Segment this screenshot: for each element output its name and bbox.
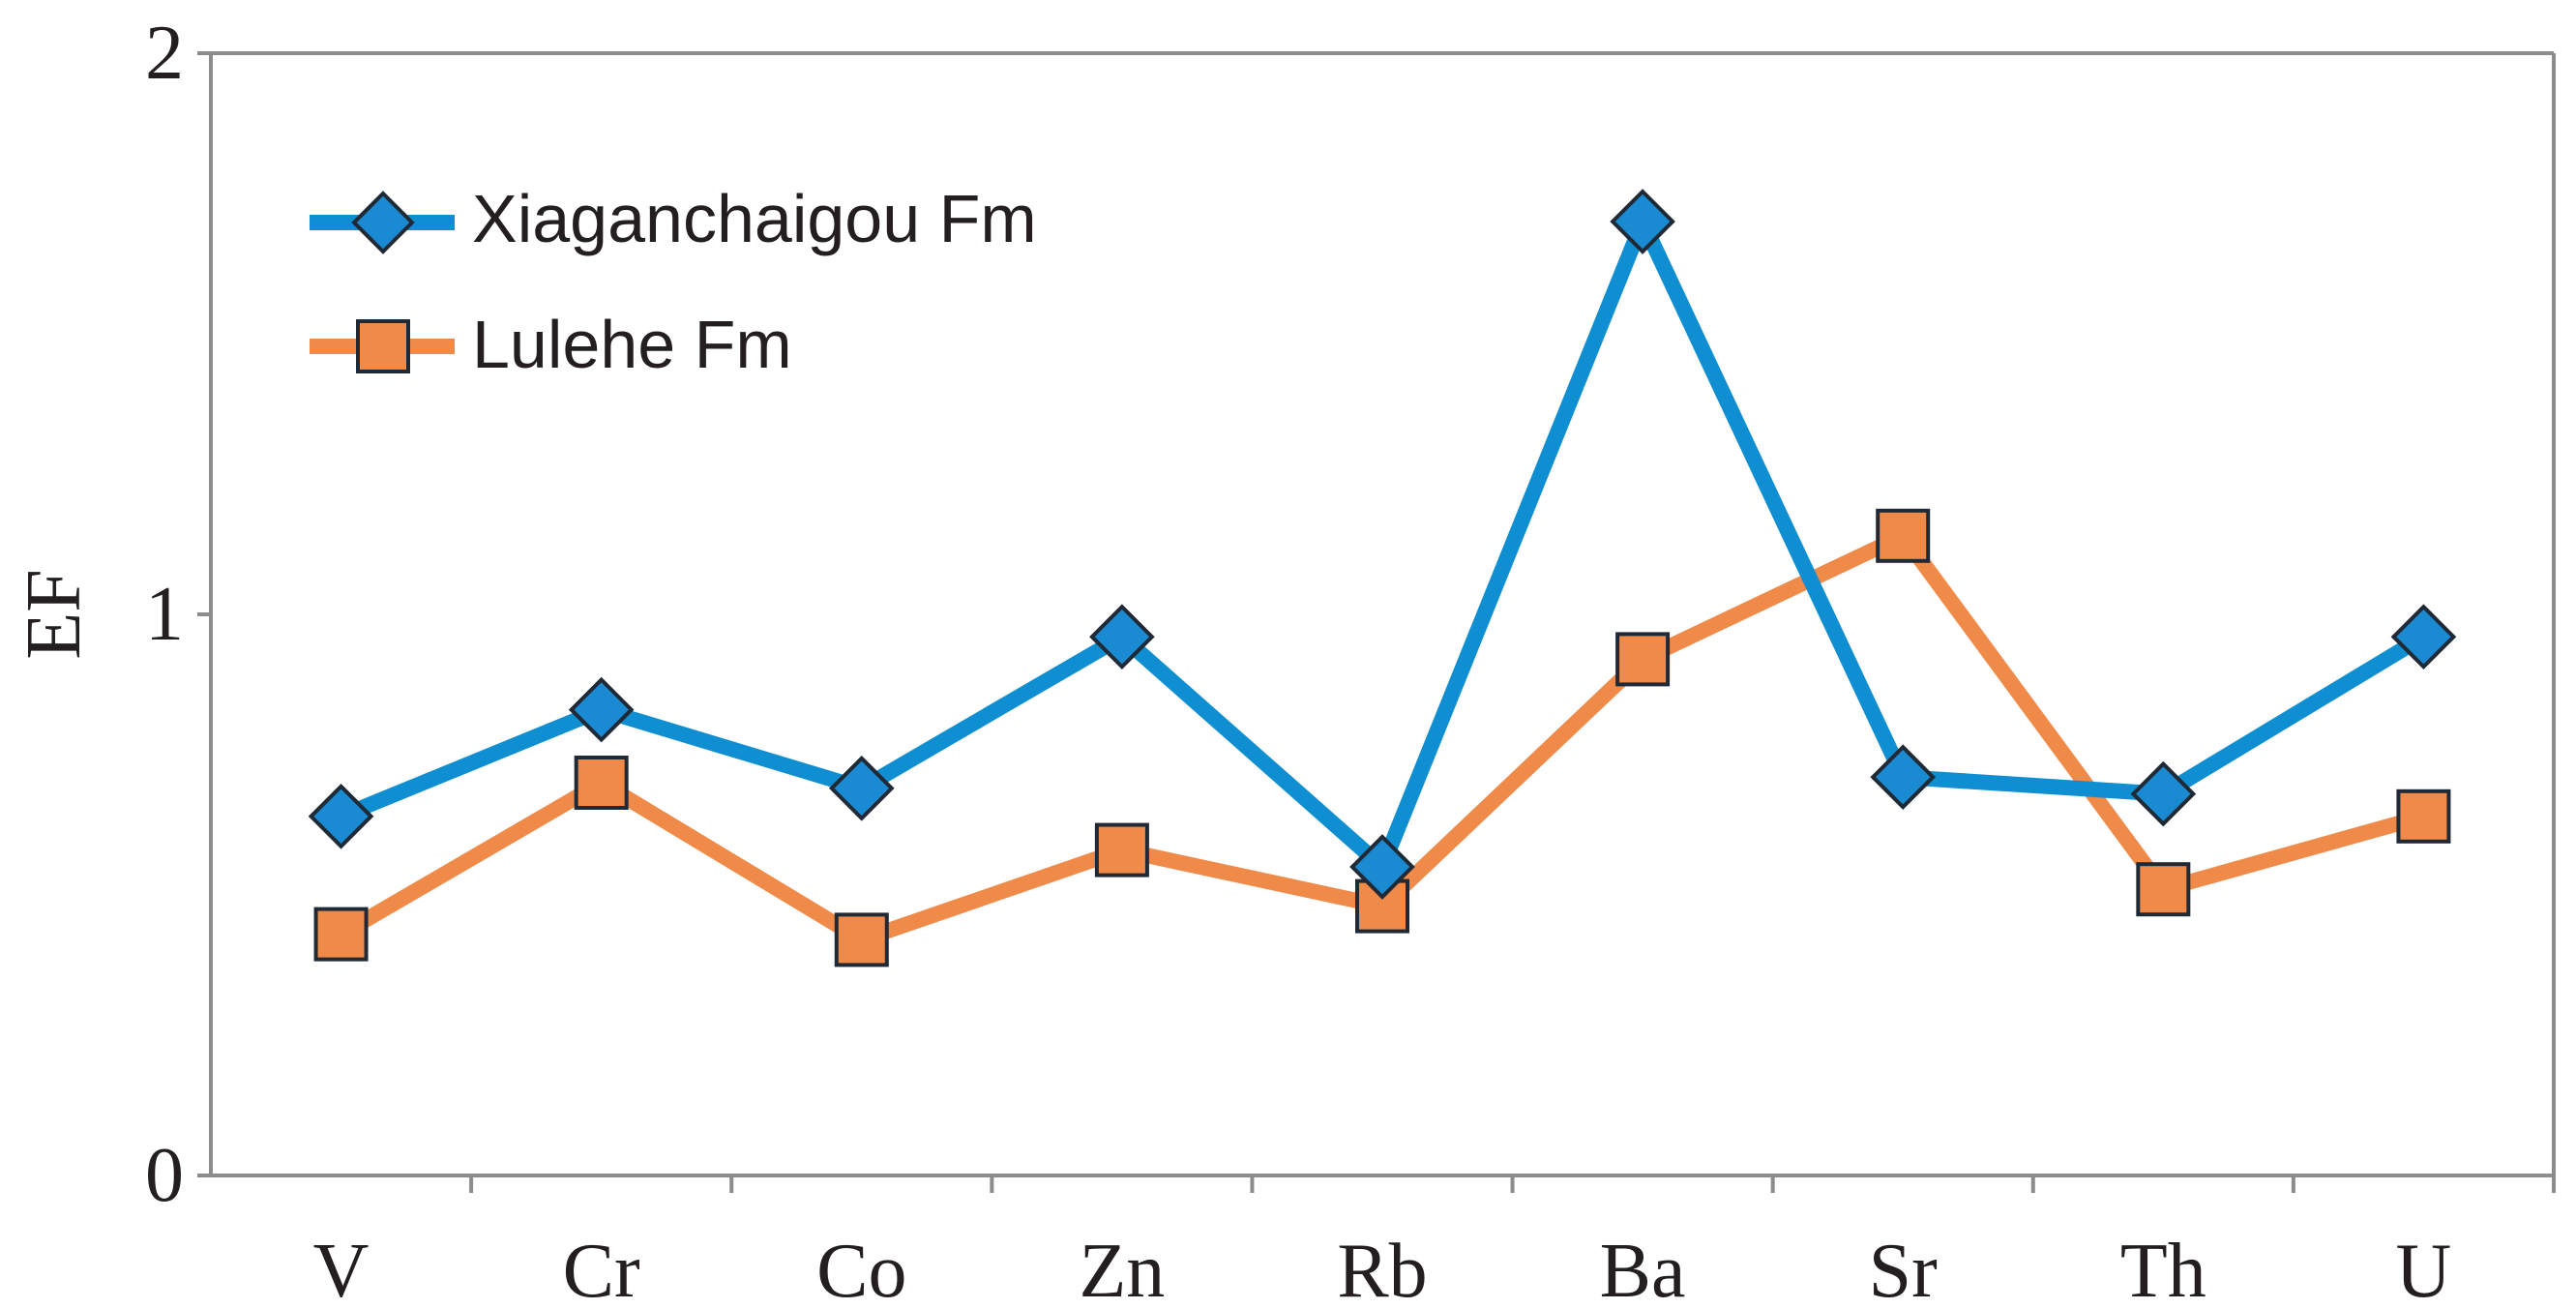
legend-item-xiaganchaigou: Xiaganchaigou Fm (310, 181, 1037, 256)
legend: Xiaganchaigou Fm Lulehe Fm (310, 181, 1037, 382)
data-point-square (574, 756, 629, 810)
data-point-square (313, 907, 369, 962)
y-tick-label: 1 (145, 572, 184, 657)
x-tick-label: U (2396, 1229, 2452, 1309)
legend-label-lulehe: Lulehe Fm (472, 307, 792, 382)
data-point-diamond (568, 676, 635, 743)
x-tick-label: Cr (563, 1229, 640, 1309)
x-tick-label: Sr (1869, 1229, 1938, 1309)
x-tick-label: Th (2120, 1229, 2206, 1309)
data-point-diamond (308, 783, 374, 849)
legend-item-lulehe: Lulehe Fm (310, 307, 792, 382)
data-point-square (1876, 508, 1931, 563)
data-point-square (2136, 862, 2191, 917)
x-tick-label: V (313, 1229, 370, 1309)
x-tick-label: Ba (1600, 1229, 1686, 1309)
legend-marker-square-icon (356, 319, 410, 373)
series-layer (308, 189, 2457, 967)
legend-marker-diamond-icon (351, 191, 415, 254)
y-axis-title: EF (12, 569, 97, 659)
data-point-square (834, 912, 889, 967)
y-tick-label: 0 (145, 1133, 184, 1218)
y-axis-ticks: 0 1 2 (145, 11, 211, 1218)
data-point-square (1094, 822, 1149, 878)
data-point-square (2396, 788, 2451, 844)
data-point-diamond (1089, 604, 1155, 670)
y-tick-label: 2 (145, 11, 184, 96)
data-point-diamond (2130, 760, 2197, 827)
x-tick-label: Co (816, 1229, 906, 1309)
legend-label-xiaganchaigou: Xiaganchaigou Fm (472, 181, 1037, 256)
x-tick-label: Rb (1337, 1229, 1427, 1309)
data-point-diamond (1610, 189, 1675, 254)
data-point-diamond (828, 755, 895, 821)
data-point-diamond (1870, 744, 1937, 811)
x-axis-ticks: V Cr Co Zn Rb Ba Sr Th U (313, 1175, 2556, 1309)
data-point-diamond (2390, 604, 2457, 670)
x-tick-label: Zn (1079, 1229, 1165, 1309)
data-point-square (1615, 632, 1671, 687)
data-point-diamond (1349, 834, 1415, 900)
